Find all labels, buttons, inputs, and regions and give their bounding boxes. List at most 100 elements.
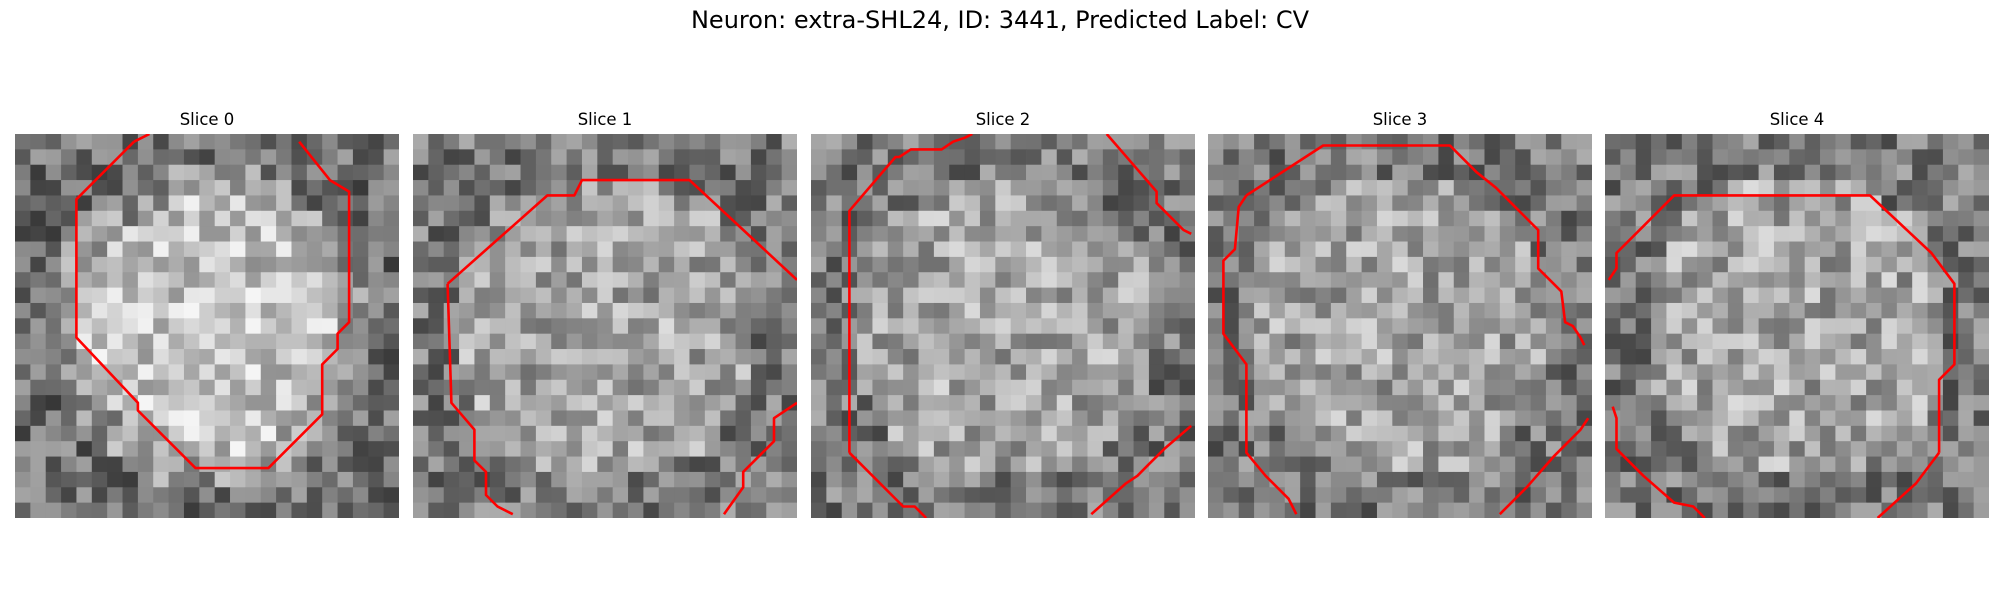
- pixel: [306, 364, 323, 381]
- pixel: [1605, 487, 1621, 504]
- pixel: [1361, 410, 1378, 427]
- pixel: [1605, 502, 1621, 518]
- pixel: [1576, 395, 1592, 411]
- pixel: [1820, 456, 1836, 473]
- pixel: [214, 379, 231, 396]
- pixel: [887, 226, 904, 242]
- pixel: [1973, 149, 1989, 166]
- pixel: [1881, 241, 1898, 258]
- pixel: [1697, 471, 1713, 488]
- pixel: [1238, 272, 1255, 288]
- pixel: [704, 256, 721, 273]
- pixel: [428, 349, 445, 365]
- pixel: [1164, 379, 1181, 396]
- pixel: [1284, 456, 1301, 473]
- pixel: [520, 410, 537, 427]
- pixel: [1010, 349, 1027, 365]
- pixel: [45, 302, 62, 319]
- pixel: [995, 441, 1012, 457]
- slice-title: Slice 0: [179, 110, 235, 129]
- pixel: [76, 180, 93, 196]
- pixel: [322, 195, 338, 212]
- pixel: [214, 241, 231, 258]
- pixel: [291, 487, 308, 504]
- pixel: [1087, 349, 1104, 365]
- pixel: [781, 502, 797, 518]
- pixel: [1896, 318, 1913, 335]
- pixel: [91, 134, 108, 150]
- pixel: [107, 395, 123, 411]
- pixel: [1315, 272, 1332, 288]
- pixel: [76, 149, 93, 166]
- pixel: [1666, 379, 1683, 396]
- pixel: [704, 210, 721, 227]
- pixel: [1423, 272, 1439, 288]
- pixel: [1179, 441, 1195, 457]
- pixel: [750, 318, 767, 335]
- pixel: [1330, 149, 1347, 166]
- pixel: [1850, 241, 1867, 258]
- pixel: [1346, 487, 1362, 504]
- pixel: [183, 302, 200, 319]
- pixel: [872, 180, 889, 196]
- pixel: [1758, 410, 1775, 427]
- pixel: [1499, 195, 1516, 212]
- pixel: [566, 226, 583, 242]
- pixel: [1499, 180, 1516, 196]
- pixel: [826, 502, 843, 518]
- pixel: [306, 379, 323, 396]
- pixel: [1912, 349, 1928, 365]
- pixel: [903, 333, 919, 350]
- pixel: [1453, 134, 1470, 150]
- pixel: [1254, 364, 1270, 381]
- pixel: [1789, 487, 1806, 504]
- pixel: [1361, 425, 1378, 442]
- pixel: [841, 180, 858, 196]
- pixel: [1530, 410, 1547, 427]
- pixel: [45, 487, 62, 504]
- pixel: [1453, 318, 1470, 335]
- pixel: [1515, 164, 1531, 181]
- pixel: [1179, 302, 1195, 319]
- pixel: [1484, 441, 1501, 457]
- pixel: [245, 425, 262, 442]
- pixel: [781, 379, 797, 396]
- pixel: [1635, 395, 1652, 411]
- pixel: [91, 164, 108, 181]
- pixel: [658, 410, 675, 427]
- pixel: [1361, 349, 1378, 365]
- pixel: [1238, 241, 1255, 258]
- pixel: [1453, 425, 1470, 442]
- pixel: [245, 287, 262, 304]
- pixel: [1469, 134, 1485, 150]
- pixel: [230, 471, 246, 488]
- pixel: [1743, 210, 1759, 227]
- pixel: [15, 226, 31, 242]
- pixel: [1087, 441, 1104, 457]
- pixel: [658, 287, 675, 304]
- pixel: [597, 502, 614, 518]
- pixel: [1208, 195, 1224, 212]
- pixel: [352, 364, 369, 381]
- pixel: [199, 318, 216, 335]
- pixel: [474, 302, 491, 319]
- pixel: [1927, 333, 1944, 350]
- pixel: [1300, 180, 1316, 196]
- pixel: [1743, 226, 1759, 242]
- pixel: [1697, 487, 1713, 504]
- pixel: [1392, 318, 1409, 335]
- pixel: [1820, 210, 1836, 227]
- pixel: [704, 318, 721, 335]
- pixel: [137, 272, 154, 288]
- pixel: [628, 180, 644, 196]
- pixel: [1697, 502, 1713, 518]
- pixel: [1651, 272, 1667, 288]
- pixel: [1179, 241, 1195, 258]
- pixel: [153, 410, 169, 427]
- pixel: [1789, 333, 1806, 350]
- pixel: [276, 180, 292, 196]
- pixel: [45, 134, 62, 150]
- pixel: [1743, 256, 1759, 273]
- pixel: [1346, 471, 1362, 488]
- pixel: [153, 210, 169, 227]
